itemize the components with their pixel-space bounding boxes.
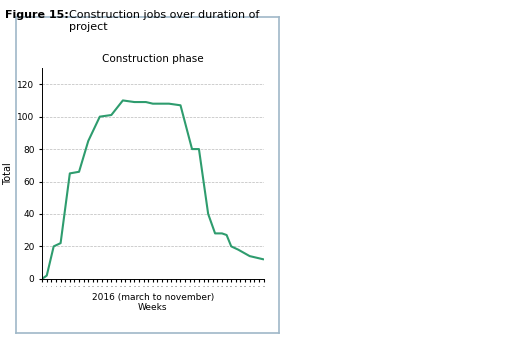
X-axis label: 2016 (march to november)
Weeks: 2016 (march to november) Weeks	[92, 293, 214, 312]
Text: Construction jobs over duration of
project: Construction jobs over duration of proje…	[69, 10, 259, 32]
Title: Construction phase: Construction phase	[102, 54, 203, 65]
Y-axis label: Total: Total	[3, 162, 13, 185]
Text: Figure 15:: Figure 15:	[5, 10, 69, 20]
